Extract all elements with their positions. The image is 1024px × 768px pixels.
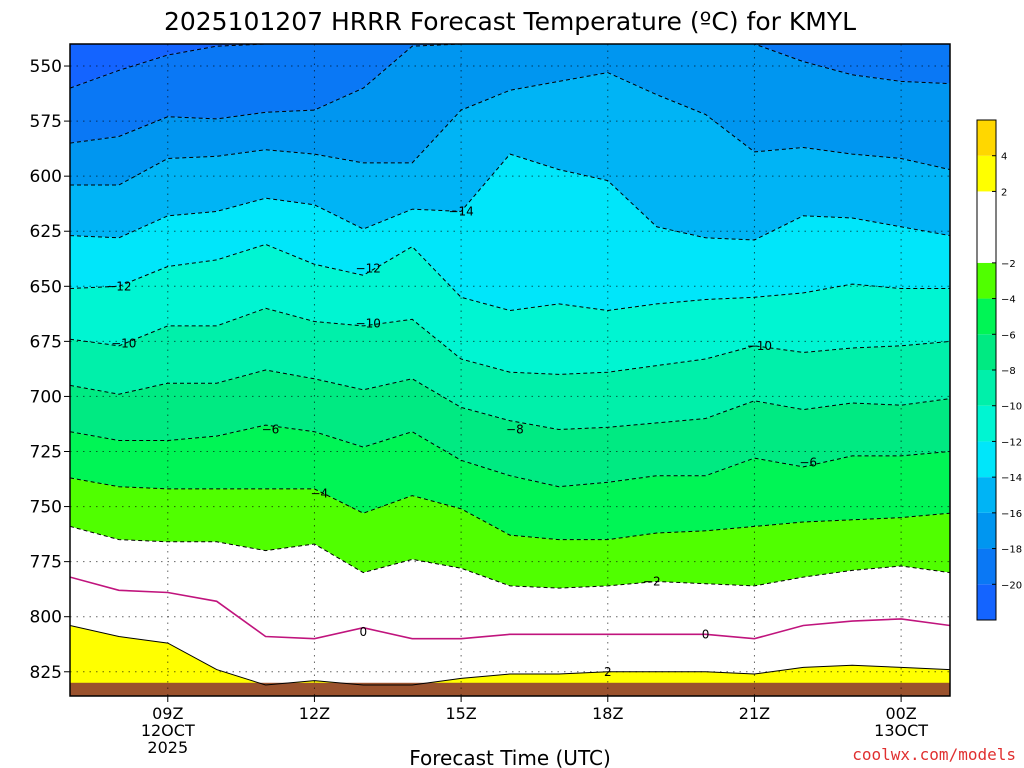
- colorbar-legend: 4 2 −2 −4 −6 −8 −10 −12 −14 −16 −18 −20: [976, 119, 1022, 621]
- contour-label-5: −10: [747, 339, 772, 353]
- temp-band-m4: [70, 477, 950, 589]
- y-tick-label-575: 575: [30, 112, 62, 132]
- colorbar-band-6: [977, 370, 996, 406]
- temp-band-m12: [70, 244, 950, 375]
- x-tick-label-15-0: 15Z: [445, 704, 476, 723]
- contour-label-8: −6: [799, 456, 817, 470]
- x-tick-label-24-0: 00Z: [885, 704, 916, 723]
- y-tick-label-775: 775: [30, 553, 62, 573]
- contour-label-0: −14: [448, 204, 473, 218]
- contour-label-3: −10: [111, 337, 136, 351]
- y-axis: 550 575 600 625 650 675 700 725 750 775 800 825: [30, 57, 70, 683]
- grid-lines: [70, 44, 950, 696]
- temp-band-m14: [70, 154, 950, 311]
- y-tick-label-700: 700: [30, 387, 62, 407]
- temp-band-m6: [70, 425, 950, 540]
- colorbar-label-11: −20: [1001, 580, 1022, 591]
- x-tick-label-9-2: 2025: [147, 738, 188, 757]
- isotherm-m14: [70, 153, 950, 241]
- colorbar-label-4: −6: [1001, 330, 1016, 341]
- plot-frame: [69, 43, 951, 697]
- colorbar-label-8: −14: [1001, 473, 1022, 484]
- x-tick-label-21-0: 21Z: [739, 704, 770, 723]
- colorbar-band-12: [977, 120, 996, 156]
- colorbar-label-7: −12: [1001, 437, 1022, 448]
- colorbar-band-10: [977, 191, 996, 263]
- terrain-ground-layer: [70, 682, 950, 696]
- temp-band-m2: [70, 526, 950, 639]
- temp-band-m8: [70, 370, 950, 487]
- contour-label-13: 2: [604, 665, 612, 679]
- colorbar-band-0: [977, 584, 996, 620]
- contour-label-4: −10: [356, 317, 381, 331]
- isotherm-p0: [70, 576, 950, 640]
- plot-area: −14 −12 −12 −10 −10 −10 −8 −6 −6 −4 −2 0 0 2: [69, 43, 951, 697]
- isotherm-m16: [70, 72, 950, 186]
- colorbar-band-4: [977, 441, 996, 478]
- y-tick-label-550: 550: [30, 57, 62, 77]
- y-tick-label-825: 825: [30, 663, 62, 683]
- x-tick-label-9-0: 09Z: [152, 704, 183, 723]
- y-tick-label-725: 725: [30, 443, 62, 463]
- temperature-fill-bands: [70, 44, 950, 696]
- temp-band-m16: [70, 72, 950, 240]
- x-axis-label: Forecast Time (UTC): [409, 746, 611, 768]
- y-tick-label-750: 750: [30, 498, 62, 518]
- colorbar-band-3: [977, 477, 996, 513]
- colorbar-band-11: [977, 155, 996, 192]
- contour-label-9: −4: [310, 486, 328, 500]
- x-tick-label-9-1: 12OCT: [141, 721, 195, 740]
- colorbar-label-9: −16: [1001, 509, 1022, 520]
- chart-title: 2025101207 HRRR Forecast Temperature (ºC…: [164, 7, 856, 36]
- contour-label-7: −6: [262, 422, 280, 436]
- y-tick-label-650: 650: [30, 277, 62, 297]
- temp-band-p2: [70, 625, 950, 696]
- temp-band-p0: [70, 577, 950, 685]
- isotherm-m4: [70, 477, 950, 541]
- colorbar-label-2: −2: [1001, 259, 1016, 270]
- isotherm-m6: [70, 424, 950, 488]
- y-tick-label-800: 800: [30, 608, 62, 628]
- contour-labels: −14 −12 −12 −10 −10 −10 −8 −6 −6 −4 −2 0 0 2: [106, 204, 817, 678]
- temp-band-m10: [70, 308, 950, 430]
- x-tick-label-12-0: 12Z: [299, 704, 330, 723]
- temp-band-m18: [70, 44, 950, 185]
- y-tick-label-675: 675: [30, 332, 62, 352]
- contour-label-1: −12: [106, 279, 131, 293]
- colorbar-label-0: 4: [1001, 152, 1007, 163]
- y-tick-label-625: 625: [30, 222, 62, 242]
- isotherm-lines: [70, 44, 950, 686]
- ground-surface: [70, 682, 950, 696]
- isotherm-m8: [70, 369, 950, 431]
- contour-label-6: −8: [506, 422, 524, 436]
- colorbar-band-7: [977, 334, 996, 370]
- credit-text: coolwx.com/models: [852, 745, 1016, 764]
- colorbar-band-9: [977, 262, 996, 299]
- colorbar-label-1: 2: [1001, 187, 1007, 198]
- y-tick-label-600: 600: [30, 167, 62, 187]
- colorbar-band-5: [977, 405, 996, 442]
- colorbar-band-8: [977, 298, 996, 335]
- isotherm-m2: [70, 525, 950, 589]
- colorbar-label-5: −8: [1001, 366, 1016, 377]
- isotherm-p2: [70, 625, 950, 686]
- colorbar-label-6: −10: [1001, 402, 1022, 413]
- x-tick-label-18-0: 18Z: [592, 704, 623, 723]
- colorbar-band-2: [977, 512, 996, 549]
- colorbar-label-10: −18: [1001, 545, 1022, 556]
- colorbar-label-3: −4: [1001, 295, 1016, 306]
- temp-band-below-20: [70, 44, 950, 89]
- isotherm-m12: [70, 243, 950, 312]
- contour-label-12: 0: [702, 627, 710, 641]
- contour-label-2: −12: [356, 262, 381, 276]
- colorbar-band-1: [977, 548, 996, 585]
- temp-band-m20: [70, 44, 950, 144]
- contour-label-11: 0: [360, 625, 368, 639]
- isotherm-m10: [70, 307, 950, 375]
- contour-label-10: −2: [643, 574, 661, 588]
- x-tick-label-24-1: 13OCT: [874, 721, 928, 740]
